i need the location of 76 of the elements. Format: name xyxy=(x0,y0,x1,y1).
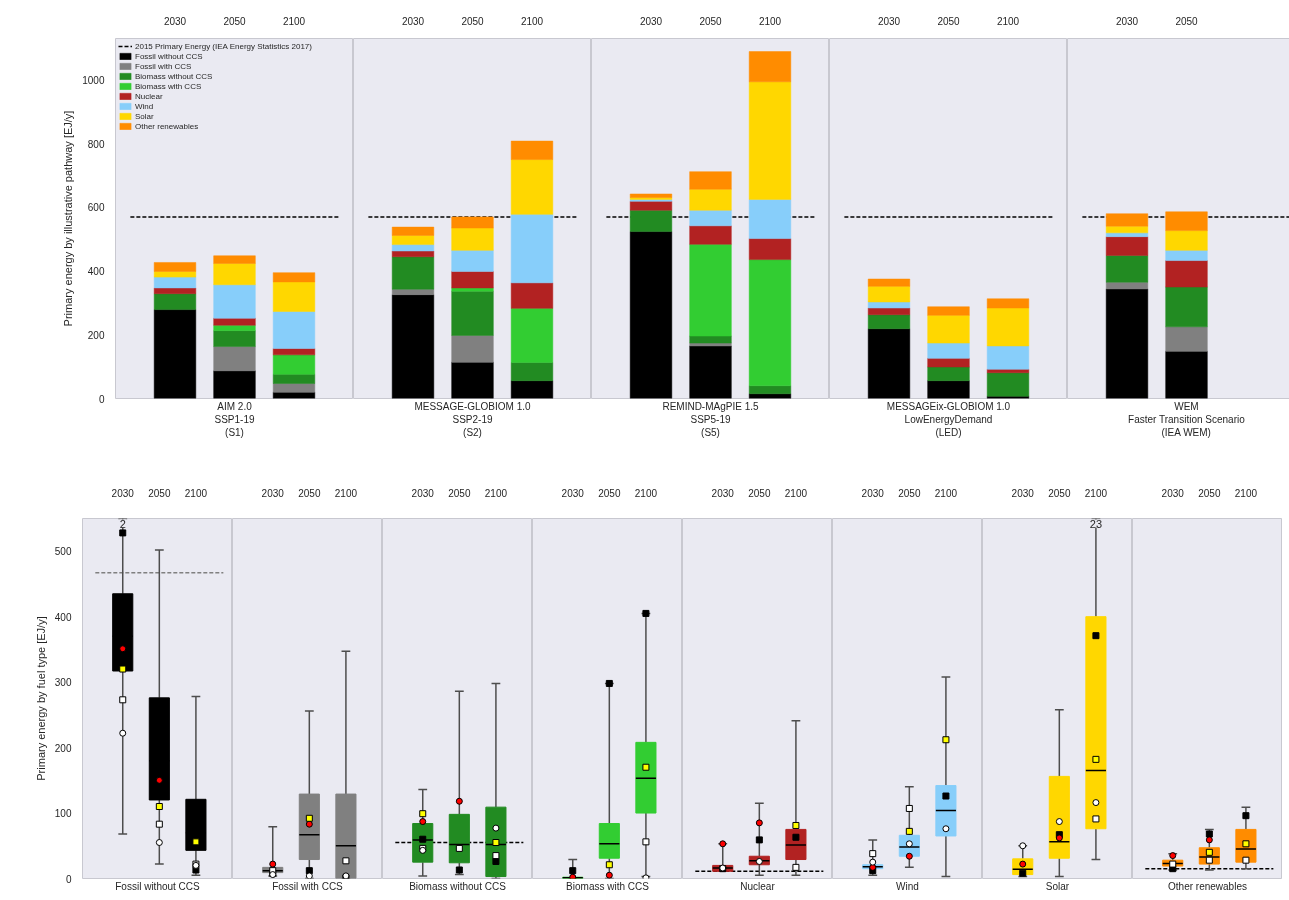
y-tick-label: 200 xyxy=(54,742,72,754)
x-tick-label: 2100 xyxy=(996,15,1020,27)
y-tick-label: 0 xyxy=(98,393,105,405)
x-tick-label: 2100 xyxy=(1084,487,1108,499)
x-tick-label: 2050 xyxy=(699,15,723,27)
y-tick-label: 600 xyxy=(87,202,105,214)
y-axis-title: Primary energy by illustrative pathway [EJ/y] xyxy=(62,110,75,327)
legend-label: Biomass without CCS xyxy=(135,71,213,81)
y-tick-label: 400 xyxy=(54,611,72,623)
y-tick-label: 200 xyxy=(87,329,105,341)
x-tick-label: 2050 xyxy=(148,487,171,499)
y-tick-label: 300 xyxy=(54,677,72,689)
x-tick-label: 2050 xyxy=(223,15,247,27)
legend-label: Wind xyxy=(135,101,155,111)
x-axis-title: Nuclear xyxy=(740,880,776,892)
x-tick-label: 2050 xyxy=(1198,487,1221,499)
legend-label: Biomass with CCS xyxy=(135,81,202,91)
x-tick-label: 2100 xyxy=(634,487,658,499)
x-tick-label: 2030 xyxy=(401,15,425,27)
x-tick-label: 2100 xyxy=(484,487,508,499)
x-axis-title: WEM Faster Transition Scenario (IEA WEM) xyxy=(1128,400,1246,438)
x-tick-label: 2100 xyxy=(520,15,544,27)
x-tick-label: 2030 xyxy=(1011,487,1035,499)
x-axis-title: Biomass with CCS xyxy=(566,880,650,892)
x-axis-title: Biomass without CCS xyxy=(409,880,507,892)
x-tick-label: 2030 xyxy=(639,15,663,27)
x-axis-title: REMIND-MAgPIE 1.5 SSP5-19 (S5) xyxy=(662,400,759,438)
x-axis-title: MESSAGE-GLOBIOM 1.0 SSP2-19 (S2) xyxy=(414,400,532,438)
x-tick-label: 2030 xyxy=(411,487,435,499)
x-tick-label: 2050 xyxy=(1048,487,1071,499)
x-tick-label: 2050 xyxy=(448,487,471,499)
x-tick-label: 2050 xyxy=(898,487,921,499)
x-axis-title: MESSAGEix-GLOBIOM 1.0 LowEnergyDemand (LED) xyxy=(886,400,1011,438)
x-axis-title: Fossil without CCS xyxy=(115,880,201,892)
x-tick-label: 2030 xyxy=(1161,487,1185,499)
legend-label: 2015 Primary Energy (IEA Energy Statistics 2017) xyxy=(135,41,312,51)
x-tick-label: 2030 xyxy=(561,487,585,499)
x-tick-label: 2030 xyxy=(711,487,735,499)
x-tick-label: 2030 xyxy=(261,487,285,499)
x-tick-label: 2050 xyxy=(598,487,621,499)
x-tick-label: 2050 xyxy=(461,15,485,27)
x-tick-label: 2050 xyxy=(298,487,321,499)
x-tick-label: 2030 xyxy=(861,487,885,499)
y-tick-label: 100 xyxy=(54,808,72,820)
y-axis-title: Primary energy by fuel type [EJ/y] xyxy=(34,616,47,781)
y-tick-label: 1000 xyxy=(82,74,105,86)
y-tick-label: 800 xyxy=(87,138,105,150)
legend-label: Other renewables xyxy=(135,121,199,131)
x-tick-label: 2030 xyxy=(877,15,901,27)
x-axis-title: Wind xyxy=(896,880,919,892)
legend-label: Nuclear xyxy=(135,91,163,101)
x-tick-label: 2050 xyxy=(1175,15,1199,27)
x-axis-title: Fossil with CCS xyxy=(272,880,344,892)
y-tick-label: 400 xyxy=(87,266,105,278)
x-tick-label: 2100 xyxy=(282,15,306,27)
x-tick-label: 2100 xyxy=(184,487,208,499)
x-tick-label: 2050 xyxy=(937,15,961,27)
legend-label: Fossil with CCS xyxy=(135,61,192,71)
x-tick-label: 2100 xyxy=(758,15,782,27)
annotation: 23 xyxy=(1089,517,1103,530)
y-tick-label: 500 xyxy=(54,546,72,558)
x-tick-label: 2100 xyxy=(334,487,358,499)
x-axis-title: Solar xyxy=(1045,880,1070,892)
x-tick-label: 2100 xyxy=(934,487,958,499)
x-axis-title: AIM 2.0 SSP1-19 (S1) xyxy=(214,400,255,438)
x-axis-title: Other renewables xyxy=(1168,880,1247,892)
x-tick-label: 2030 xyxy=(111,487,135,499)
x-tick-label: 2100 xyxy=(784,487,808,499)
x-tick-label: 2030 xyxy=(163,15,187,27)
x-tick-label: 2030 xyxy=(1115,15,1139,27)
x-tick-label: 2100 xyxy=(1234,487,1258,499)
legend-label: Fossil without CCS xyxy=(135,51,203,61)
legend-label: Solar xyxy=(135,111,155,121)
annotation: 2 xyxy=(119,517,126,530)
y-tick-label: 0 xyxy=(65,873,72,885)
x-tick-label: 2050 xyxy=(748,487,771,499)
